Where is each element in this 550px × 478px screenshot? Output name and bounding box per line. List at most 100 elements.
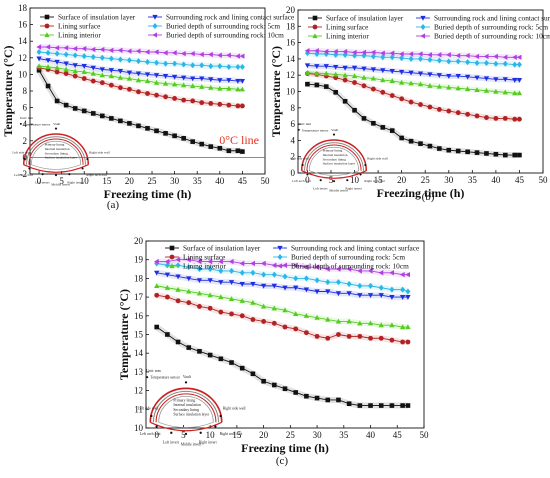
- tunnel-arc-3: [308, 146, 360, 171]
- data-point: [389, 78, 395, 83]
- data-point: [399, 135, 404, 141]
- inset-position-right-arch-foot: Right arch foot: [220, 432, 244, 436]
- legend-label-3: Surrounding rock and lining contact surf…: [291, 244, 419, 253]
- data-point: [314, 48, 319, 54]
- data-point: [352, 107, 357, 113]
- data-point: [474, 150, 480, 155]
- data-point: [135, 71, 142, 77]
- data-point: [154, 92, 159, 98]
- data-point: [357, 333, 363, 339]
- data-point: [332, 48, 338, 55]
- data-point: [516, 90, 523, 96]
- data-point: [389, 403, 395, 408]
- legend-label-3: Surrounding rock and lining contact surf…: [434, 14, 550, 23]
- data-point: [154, 128, 159, 134]
- x-tick-label-5: 25: [421, 175, 431, 185]
- y-tick-label-5: 10: [286, 87, 296, 97]
- data-point: [399, 295, 406, 300]
- x-tick-label-8: 40: [215, 176, 225, 186]
- data-point: [271, 320, 277, 326]
- legend-marker-3: [277, 245, 283, 251]
- data-point: [145, 91, 150, 96]
- panel-label: (b): [422, 191, 435, 203]
- data-point: [164, 284, 171, 290]
- data-point: [207, 305, 213, 311]
- data-point: [81, 46, 87, 52]
- x-axis-label: Freezing time (h): [377, 186, 465, 200]
- series-2: [304, 69, 523, 97]
- data-point: [370, 86, 376, 92]
- data-point: [512, 78, 518, 83]
- data-point: [90, 46, 96, 53]
- data-point: [207, 266, 213, 273]
- data-point: [389, 270, 394, 276]
- data-point: [164, 294, 170, 300]
- data-point: [226, 78, 232, 83]
- y-tick-label-3: 4: [23, 119, 28, 129]
- data-point: [474, 59, 480, 66]
- data-point: [357, 282, 363, 289]
- sensor-point-6: [184, 432, 188, 436]
- data-point: [493, 60, 499, 67]
- data-point: [474, 113, 480, 119]
- data-point: [208, 144, 214, 149]
- data-point: [100, 113, 105, 119]
- data-point: [109, 116, 114, 121]
- data-point: [427, 56, 433, 63]
- data-point: [389, 337, 395, 343]
- inset-position-middle-invert: Middle invert: [181, 442, 203, 446]
- data-point: [172, 60, 178, 67]
- data-point: [127, 86, 132, 92]
- data-point: [126, 75, 133, 81]
- y-axis-label: Temperature (°C): [1, 45, 15, 136]
- x-axis-label: Freezing time (h): [104, 187, 192, 201]
- data-point: [165, 332, 170, 337]
- data-point: [181, 75, 187, 81]
- data-point: [154, 292, 160, 298]
- data-point: [335, 291, 342, 297]
- data-point: [399, 69, 405, 75]
- data-point: [271, 283, 277, 289]
- legend-marker-5: [152, 32, 158, 38]
- data-point: [361, 66, 367, 72]
- data-point: [474, 87, 480, 92]
- data-point: [400, 403, 405, 408]
- data-point: [135, 77, 142, 83]
- data-point: [54, 65, 60, 70]
- legend-marker-3: [152, 14, 158, 20]
- data-point: [171, 74, 178, 80]
- x-tick-label-3: 15: [374, 175, 384, 185]
- x-tick-label-1: 5: [59, 176, 64, 186]
- data-point: [303, 330, 309, 336]
- data-point: [502, 89, 508, 95]
- data-point: [117, 74, 124, 80]
- legend-label-2: Lining interior: [326, 32, 369, 41]
- data-point: [90, 70, 96, 76]
- data-point: [361, 74, 367, 80]
- data-point: [512, 90, 518, 96]
- data-point: [368, 282, 374, 289]
- series-1: [305, 70, 522, 123]
- data-point: [378, 270, 384, 276]
- data-point: [493, 53, 498, 60]
- data-point: [446, 108, 452, 114]
- data-point: [282, 307, 288, 313]
- legend-marker-4: [277, 254, 283, 260]
- legend-marker-0: [169, 245, 175, 251]
- x-tick-label-0: 0: [305, 175, 310, 185]
- sensor-point-4: [81, 167, 84, 170]
- inset-position-left-invert: Left invert: [163, 440, 180, 444]
- sensor-point-1: [301, 163, 304, 167]
- inset-sensor-label: Temperature sensor: [24, 122, 52, 126]
- data-point: [198, 51, 204, 58]
- data-point: [196, 278, 203, 284]
- data-point: [186, 264, 192, 271]
- data-point: [502, 77, 508, 83]
- data-point: [217, 85, 223, 91]
- data-point: [389, 128, 395, 133]
- data-point: [437, 146, 442, 151]
- series-2: [154, 282, 411, 331]
- inset-position-right-arch-foot: Right arch foot: [364, 179, 385, 183]
- data-point: [342, 98, 348, 104]
- legend-label-5: Buried depth of surrounding rock: 10cm: [166, 31, 284, 40]
